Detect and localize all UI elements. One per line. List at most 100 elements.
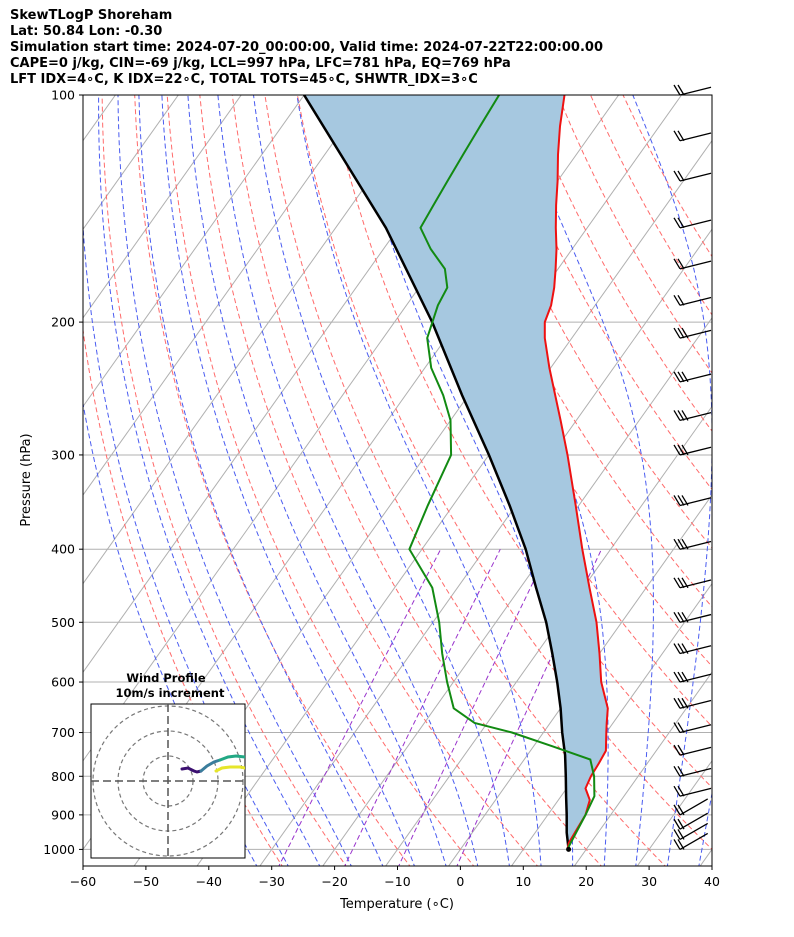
wind-barb [673,170,712,182]
x-tick-label: 20 [578,874,594,889]
y-tick-label: 500 [51,615,75,630]
wind-barb [673,744,712,756]
wind-barb [673,327,712,339]
isotherm-line [573,671,712,866]
x-tick-label: −60 [70,874,96,889]
surface-parcel-marker [566,846,572,852]
wind-barb [673,371,712,383]
moist-adiabat [161,95,415,866]
dry-adiabat [459,95,712,549]
y-tick-label: 700 [51,725,75,740]
x-axis-label: Temperature (∘C) [339,897,454,912]
x-tick-label: 30 [641,874,657,889]
moist-adiabat [632,95,712,866]
isotherm-line [83,95,368,496]
wind-barb [673,785,712,797]
dry-adiabat [134,95,411,866]
wind-barb [673,538,712,550]
wind-barb [673,130,712,142]
mixing-ratio-line [344,548,501,866]
wind-barb [673,577,712,589]
wind-barb [673,217,712,229]
chart-title: SkewTLogP Shoreham [10,8,173,23]
moist-adiabat [510,95,654,866]
x-tick-label: −50 [133,874,159,889]
dry-adiabat [427,95,712,608]
isotherm-line [196,139,712,866]
wind-barb [673,444,712,456]
wind-barb [673,812,709,830]
dewpoint-line [408,95,596,850]
wind-barb [673,294,712,306]
wind-barb [673,410,712,422]
moist-adiabat [217,95,479,866]
parcel-path-line [303,95,570,850]
x-tick-label: −30 [259,874,285,889]
isotherm-line [761,78,794,868]
inset-title: Wind Profile [126,671,206,685]
mixing-ratio-line [278,548,442,866]
wind-barb [673,611,712,623]
time-line: Simulation start time: 2024-07-20_00:00:… [10,40,603,55]
wind-profile-inset: Wind Profile 10m/s increment [90,671,246,859]
y-tick-label: 600 [51,675,75,690]
dry-adiabat [492,95,712,491]
inset-wind-trace [180,766,203,774]
isotherm-line [83,95,431,585]
wind-barb [673,671,712,683]
wind-barb [673,822,709,840]
wind-barb [673,495,712,507]
inset-subtitle: 10m/s increment [116,686,225,700]
location-line: Lat: 50.84 Lon: -0.30 [10,24,163,39]
wind-barb [673,832,709,850]
isotherm-line [83,95,242,319]
isotherm-line [636,759,712,866]
inset-wind-trace [214,765,245,773]
dry-adiabat [231,95,603,866]
x-tick-label: −20 [321,874,347,889]
indices-line-2: LFT IDX=4∘C, K IDX=22∘C, TOTAL TOTS=45∘C… [10,72,478,87]
moist-adiabat [138,95,384,866]
y-tick-label: 800 [51,769,75,784]
y-tick-label: 1000 [43,842,75,857]
dry-adiabat [264,95,666,866]
x-tick-label: 0 [456,874,464,889]
dry-adiabat [83,326,283,866]
y-tick-label: 900 [51,807,75,822]
wind-barb [673,798,709,816]
temperature-line [543,95,609,850]
y-tick-label: 300 [51,447,75,462]
cape-cin-shading [304,95,608,850]
indices-line-1: CAPE=0 j/kg, CIN=-69 j/kg, LCL=997 hPa, … [10,56,511,71]
x-tick-label: 10 [515,874,531,889]
wind-barb [673,697,712,709]
chart-header: SkewTLogP Shoreham Lat: 50.84 Lon: -0.30… [10,8,603,88]
x-tick-label: 40 [704,874,720,889]
isotherm-line [448,494,712,866]
dry-adiabat [199,95,539,866]
y-tick-label: 400 [51,542,75,557]
isotherm-line [83,95,305,408]
y-axis-label: Pressure (hPa) [19,433,34,526]
wind-barb [673,84,712,96]
moist-adiabat [117,95,352,866]
dry-adiabat [166,95,475,866]
y-tick-label: 100 [51,88,75,103]
dry-adiabat [329,95,712,789]
isotherm-line [385,405,712,866]
isotherm-line [699,848,712,866]
dry-adiabat [101,95,347,866]
isotherm-line [322,316,712,866]
inset-wind-trace [218,754,245,762]
dry-adiabat [622,95,712,258]
moist-adiabat [296,95,542,866]
wind-barb [673,643,712,655]
y-tick-label: 200 [51,315,75,330]
isotherm-line [83,95,179,231]
moist-adiabat [98,95,321,866]
isotherm-line [0,78,2,868]
mixing-ratio-line [398,548,550,866]
inset-wind-trace [199,758,222,773]
wind-barb [673,258,712,270]
